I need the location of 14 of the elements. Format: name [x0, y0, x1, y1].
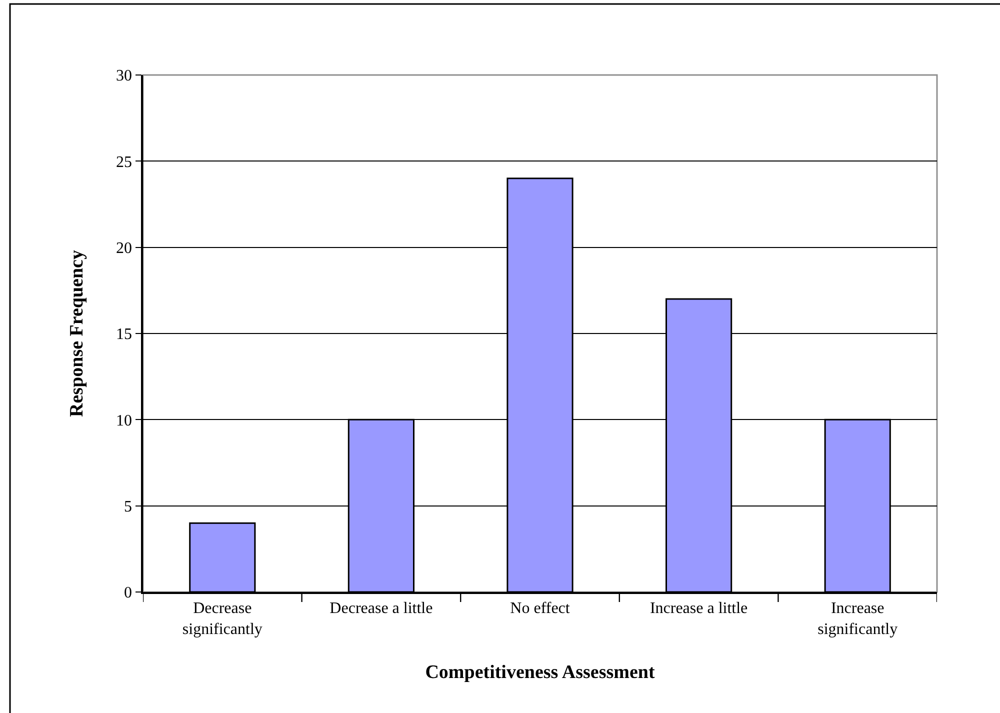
x-tick-label: Increase a little	[650, 600, 748, 617]
x-tick-label: No effect	[510, 600, 570, 617]
y-tick-label: 0	[124, 584, 132, 602]
x-tick-label: Decrease significantly	[182, 600, 262, 638]
x-tick-label: Decrease a little	[330, 600, 433, 617]
x-tick-label: Increase significantly	[818, 600, 898, 638]
y-tick-label: 15	[116, 326, 132, 344]
y-tick-label: 20	[116, 240, 132, 257]
x-axis-title: Competitiveness Assessment	[425, 662, 656, 684]
y-tick-label: 25	[116, 154, 132, 171]
y-tick-label: 10	[116, 412, 132, 430]
y-axis-title: Response Frequency	[66, 250, 88, 417]
y-tick-label: 5	[124, 498, 132, 516]
y-tick-label: 30	[116, 68, 132, 85]
